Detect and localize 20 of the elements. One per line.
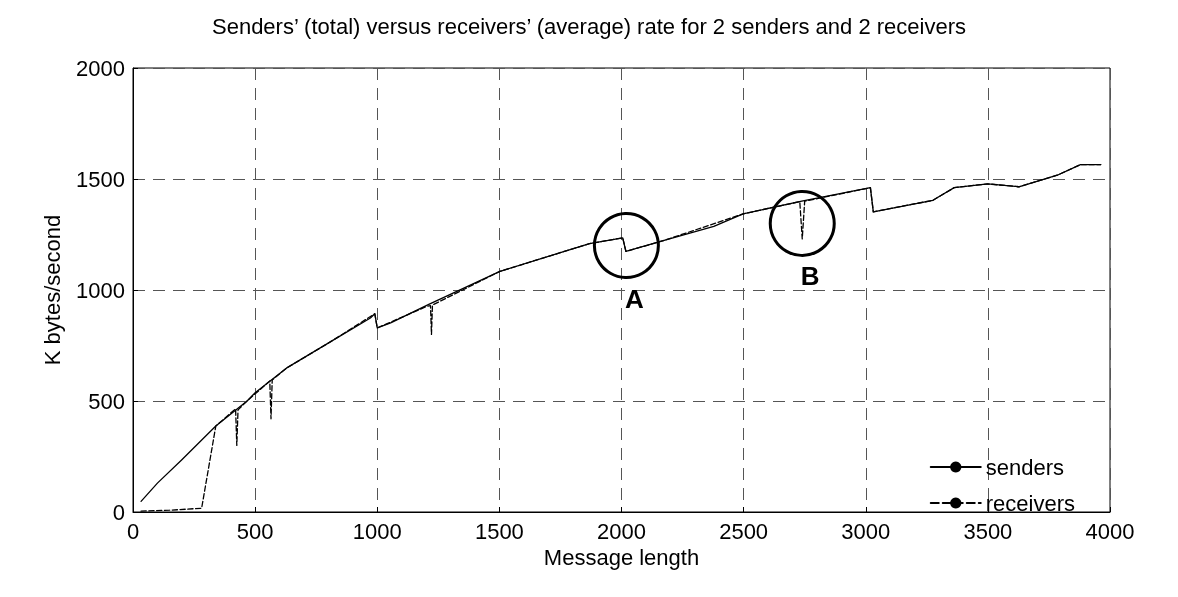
y-axis-title: K bytes/second bbox=[39, 214, 65, 366]
annotation: A bbox=[624, 283, 644, 314]
y-tick-label: 2000 bbox=[76, 55, 125, 81]
y-tick-label: 500 bbox=[88, 388, 125, 414]
x-tick-label: 3500 bbox=[963, 518, 1013, 544]
y-tick-label: 1500 bbox=[76, 166, 125, 192]
x-tick-label: 500 bbox=[236, 518, 274, 544]
chart-title: Senders’ (total) versus receivers’ (average) rate for 2 senders and 2 receivers bbox=[211, 13, 967, 39]
x-tick-label: 2500 bbox=[719, 518, 769, 544]
x-tick-label: 4000 bbox=[1085, 518, 1135, 544]
legend-label: receivers bbox=[985, 490, 1075, 516]
y-tick-label: 0 bbox=[112, 499, 125, 525]
x-tick-label: 3000 bbox=[841, 518, 891, 544]
x-tick-label: 1000 bbox=[352, 518, 402, 544]
x-tick-label: 1500 bbox=[474, 518, 524, 544]
annotation: B bbox=[800, 261, 820, 292]
y-tick-label: 1000 bbox=[76, 277, 125, 303]
legend-label: senders bbox=[985, 454, 1065, 480]
x-tick-label: 2000 bbox=[597, 518, 646, 544]
x-axis-title: Message length bbox=[543, 545, 700, 571]
